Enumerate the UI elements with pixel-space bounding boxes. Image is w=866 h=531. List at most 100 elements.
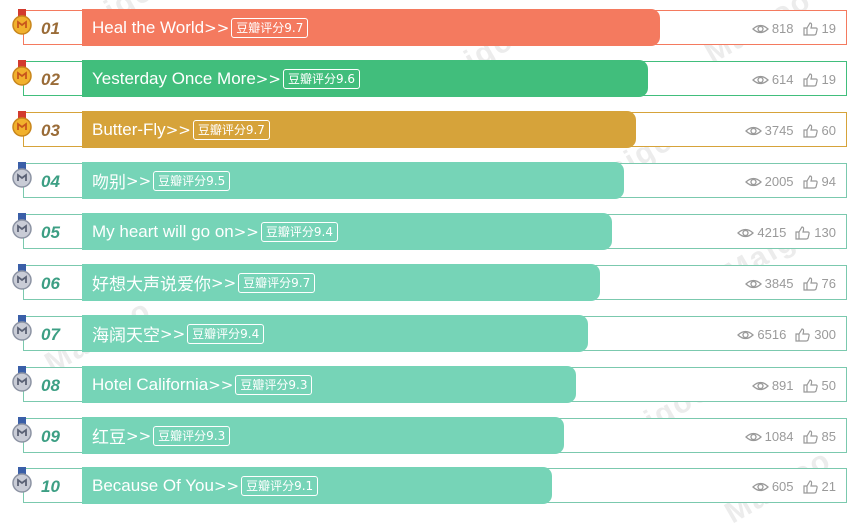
like-count: 60 xyxy=(821,123,836,138)
like-count: 19 xyxy=(821,72,836,87)
like-count: 21 xyxy=(821,479,836,494)
rank-number: 02 xyxy=(41,70,60,89)
view-count: 2005 xyxy=(744,174,794,189)
douban-score-badge: 豆瓣评分9.7 xyxy=(231,17,309,38)
rank-number: 03 xyxy=(41,121,60,140)
arrow-icon: >> xyxy=(208,375,234,394)
like-button[interactable]: 85 xyxy=(802,429,836,444)
silver-medal-icon xyxy=(12,213,32,239)
thumbs-up-icon xyxy=(795,225,811,240)
view-count-value: 3845 xyxy=(764,276,794,291)
eye-icon xyxy=(737,228,755,237)
like-count: 19 xyxy=(821,21,836,36)
view-count: 1084 xyxy=(744,429,794,444)
item-stats: 605 21 xyxy=(751,469,836,504)
song-title[interactable]: 吻别 xyxy=(92,173,126,192)
view-count-value: 2005 xyxy=(764,174,794,189)
like-count: 130 xyxy=(814,225,836,240)
arrow-icon: >> xyxy=(160,324,186,343)
eye-icon xyxy=(751,482,769,491)
view-count: 891 xyxy=(751,378,794,393)
list-item[interactable]: 04 吻别 >> 豆瓣评分9.5 2005 94 xyxy=(12,162,847,199)
thumbs-up-icon xyxy=(802,72,818,87)
arrow-icon: >> xyxy=(233,222,259,241)
silver-medal-icon xyxy=(12,315,32,341)
song-bar[interactable]: My heart will go on >> 豆瓣评分9.4 xyxy=(82,213,612,250)
eye-icon xyxy=(737,330,755,339)
song-bar[interactable]: Yesterday Once More >> 豆瓣评分9.6 xyxy=(82,60,648,97)
view-count-value: 3745 xyxy=(764,123,794,138)
song-title[interactable]: 红豆 xyxy=(92,428,126,447)
item-stats: 3845 76 xyxy=(744,266,836,301)
song-bar[interactable]: Heal the World >> 豆瓣评分9.7 xyxy=(82,9,660,46)
like-button[interactable]: 94 xyxy=(802,174,836,189)
view-count-value: 818 xyxy=(771,21,794,36)
rank-number: 04 xyxy=(41,172,60,191)
like-button[interactable]: 19 xyxy=(802,72,836,87)
list-item[interactable]: 09 红豆 >> 豆瓣评分9.3 1084 85 xyxy=(12,417,847,454)
arrow-icon: >> xyxy=(204,18,230,37)
like-button[interactable]: 19 xyxy=(802,21,836,36)
douban-score-badge: 豆瓣评分9.7 xyxy=(238,272,316,293)
song-title[interactable]: 海阔天空 xyxy=(92,326,160,345)
song-title[interactable]: Butter-Fly xyxy=(92,119,166,139)
like-button[interactable]: 76 xyxy=(802,276,836,291)
rank-number: 10 xyxy=(41,477,60,496)
thumbs-up-icon xyxy=(802,123,818,138)
item-stats: 4215 130 xyxy=(737,215,836,250)
item-stats: 2005 94 xyxy=(744,164,836,199)
view-count-value: 605 xyxy=(771,479,794,494)
item-stats: 3745 60 xyxy=(744,113,836,148)
list-item[interactable]: 03 Butter-Fly >> 豆瓣评分9.7 3745 60 xyxy=(12,111,847,148)
song-bar[interactable]: Butter-Fly >> 豆瓣评分9.7 xyxy=(82,111,636,148)
douban-score-badge: 豆瓣评分9.6 xyxy=(282,68,361,89)
song-title[interactable]: Because Of You xyxy=(92,475,214,495)
song-title[interactable]: Hotel California xyxy=(92,374,209,394)
eye-icon xyxy=(744,177,762,186)
view-count: 4215 xyxy=(737,225,786,240)
like-button[interactable]: 60 xyxy=(802,123,836,138)
song-title[interactable]: Yesterday Once More xyxy=(92,68,256,88)
silver-medal-icon xyxy=(12,417,32,443)
like-button[interactable]: 21 xyxy=(802,479,836,494)
like-button[interactable]: 50 xyxy=(802,378,836,393)
like-count: 300 xyxy=(814,327,836,342)
item-stats: 1084 85 xyxy=(744,419,836,454)
eye-icon xyxy=(744,126,762,135)
thumbs-up-icon xyxy=(802,479,818,494)
like-button[interactable]: 300 xyxy=(794,327,836,342)
item-stats: 891 50 xyxy=(751,368,836,403)
list-item[interactable]: 06 好想大声说爱你 >> 豆瓣评分9.7 3845 76 xyxy=(12,264,847,301)
song-bar[interactable]: 好想大声说爱你 >> 豆瓣评分9.7 xyxy=(82,264,600,301)
gold-medal-icon xyxy=(12,111,32,137)
douban-score-badge: 豆瓣评分9.5 xyxy=(153,170,231,191)
silver-medal-icon xyxy=(12,467,32,493)
list-item[interactable]: 10 Because Of You >> 豆瓣评分9.1 605 21 xyxy=(12,467,847,504)
silver-medal-icon xyxy=(12,264,32,290)
song-title[interactable]: Heal the World xyxy=(92,17,205,37)
song-bar[interactable]: 红豆 >> 豆瓣评分9.3 xyxy=(82,417,564,454)
view-count-value: 4215 xyxy=(757,225,787,240)
list-item[interactable]: 08 Hotel California >> 豆瓣评分9.3 891 50 xyxy=(12,366,847,403)
list-item[interactable]: 01 Heal the World >> 豆瓣评分9.7 818 19 xyxy=(12,9,847,46)
list-item[interactable]: 02 Yesterday Once More >> 豆瓣评分9.6 614 19 xyxy=(12,60,847,97)
arrow-icon: >> xyxy=(213,476,240,495)
song-title[interactable]: 好想大声说爱你 xyxy=(92,275,211,294)
like-button[interactable]: 130 xyxy=(794,225,836,240)
song-bar[interactable]: 吻别 >> 豆瓣评分9.5 xyxy=(82,162,624,199)
view-count-value: 614 xyxy=(771,72,794,87)
like-count: 50 xyxy=(821,378,836,393)
song-bar[interactable]: Because Of You >> 豆瓣评分9.1 xyxy=(82,467,552,504)
arrow-icon: >> xyxy=(126,426,152,445)
item-stats: 818 19 xyxy=(751,11,836,46)
view-count-value: 891 xyxy=(771,378,794,393)
douban-score-badge: 豆瓣评分9.3 xyxy=(153,425,231,446)
song-title[interactable]: My heart will go on xyxy=(92,221,234,241)
song-bar[interactable]: 海阔天空 >> 豆瓣评分9.4 xyxy=(82,315,588,352)
list-item[interactable]: 07 海阔天空 >> 豆瓣评分9.4 6516 300 xyxy=(12,315,847,352)
gold-medal-icon xyxy=(12,9,32,35)
like-count: 85 xyxy=(821,429,836,444)
list-item[interactable]: 05 My heart will go on >> 豆瓣评分9.4 4215 1… xyxy=(12,213,847,250)
song-bar[interactable]: Hotel California >> 豆瓣评分9.3 xyxy=(82,366,576,403)
view-count: 818 xyxy=(751,21,794,36)
